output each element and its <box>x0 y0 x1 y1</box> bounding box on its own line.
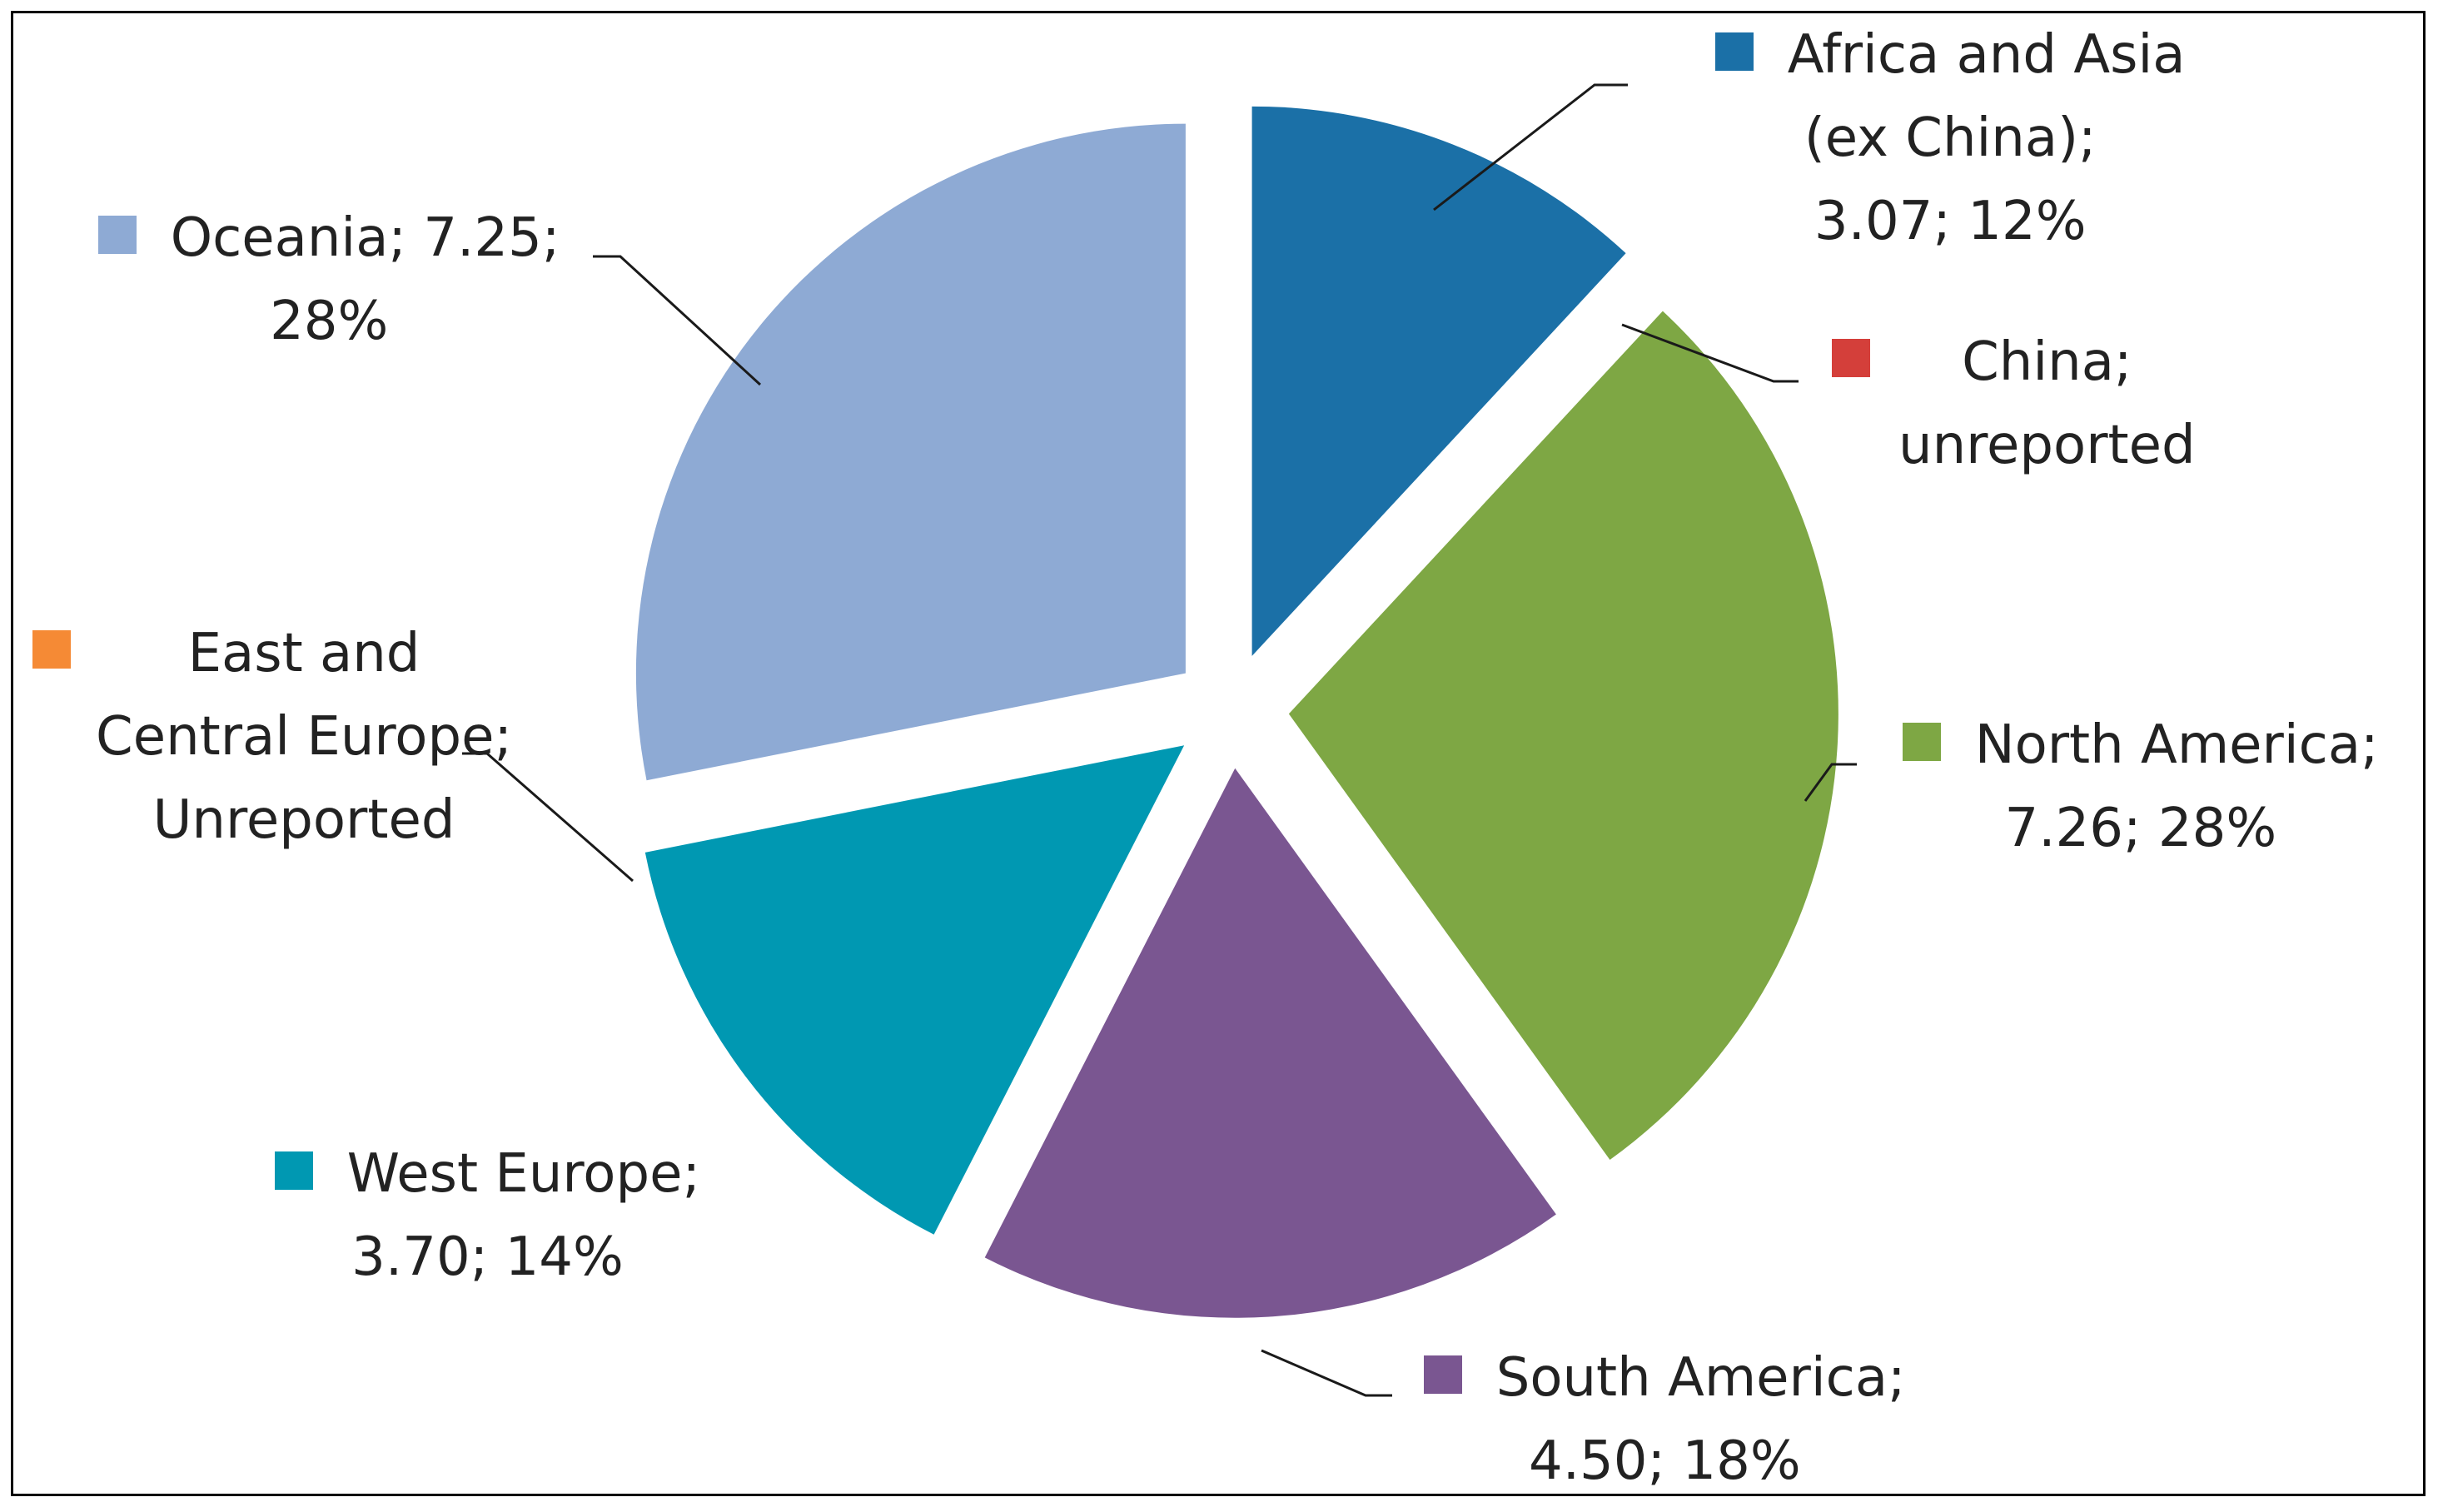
label-line: 3.07; 12% <box>1814 191 2087 252</box>
legend-swatch-south-america <box>1424 1355 1462 1394</box>
label-line: Unreported <box>152 789 455 851</box>
slice-south-america <box>984 768 1556 1318</box>
legend-swatch-oceania <box>98 216 137 254</box>
label-line: 3.70; 14% <box>351 1226 624 1288</box>
legend-swatch-africa-asia <box>1715 32 1754 71</box>
label-line: 7.26; 28% <box>2004 798 2277 859</box>
leader-line-china <box>1621 323 1799 383</box>
slice-africa-and-asia-ex-china <box>1251 106 1626 656</box>
leader-lines <box>462 83 1857 1397</box>
label-line: North America; <box>1974 714 2379 776</box>
slice-label-east-central-europe: East and Central Europe; Unreported <box>32 612 512 862</box>
legend-swatch-west-europe <box>275 1151 313 1190</box>
leader-line-east-central-europe <box>462 752 634 883</box>
slice-label-china: China; unreported <box>1832 321 2196 487</box>
slice-west-europe <box>644 745 1185 1235</box>
label-line: East and <box>187 623 420 684</box>
label-line: China; <box>1962 331 2132 393</box>
legend-swatch-east-central-europe <box>32 630 71 669</box>
label-line: Africa and Asia <box>1787 24 2186 86</box>
leader-line-north-america <box>1804 763 1857 802</box>
slice-north-america <box>1288 311 1838 1160</box>
leader-line-africa-asia <box>1433 83 1628 211</box>
label-line: 28% <box>270 291 389 352</box>
label-line: (ex China); <box>1804 107 2097 169</box>
label-line: South America; <box>1495 1347 1906 1409</box>
slice-oceania <box>635 123 1186 781</box>
legend-swatch-north-america <box>1903 723 1941 761</box>
slice-label-north-america: North America; 7.26; 28% <box>1903 704 2379 870</box>
legend-swatch-china <box>1832 339 1870 377</box>
label-line: West Europe; <box>346 1143 700 1205</box>
leader-line-oceania <box>593 255 762 386</box>
slice-label-africa-asia: Africa and Asia (ex China); 3.07; 12% <box>1715 13 2185 263</box>
pie-slices <box>635 106 1838 1318</box>
label-line: 4.50; 18% <box>1528 1430 1801 1492</box>
leader-line-south-america <box>1261 1349 1392 1397</box>
slice-label-oceania: Oceania; 7.25; 28% <box>98 196 560 363</box>
slice-label-west-europe: West Europe; 3.70; 14% <box>275 1132 700 1299</box>
label-line: Oceania; 7.25; <box>170 207 560 269</box>
label-line: unreported <box>1898 415 2196 476</box>
slice-label-south-america: South America; 4.50; 18% <box>1424 1336 1906 1503</box>
label-line: Central Europe; <box>96 706 512 768</box>
